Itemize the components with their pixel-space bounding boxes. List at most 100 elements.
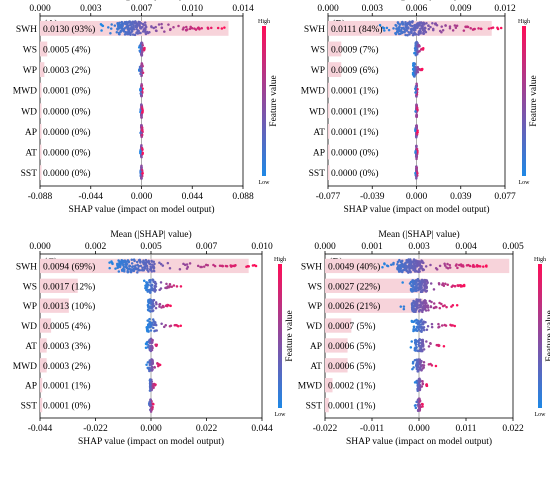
- shap-dot: [381, 266, 384, 269]
- shap-dot: [420, 318, 423, 321]
- shap-dot: [404, 261, 408, 264]
- bottom-tick-label: 0.077: [494, 192, 516, 202]
- shap-dot: [100, 23, 104, 27]
- colorbar-low-label: Low: [275, 412, 287, 418]
- shap-dot: [415, 299, 419, 302]
- shap-dot: [150, 408, 154, 412]
- top-tick-label: 0.000: [29, 242, 51, 252]
- shap-dot: [424, 320, 427, 324]
- shap-dot: [148, 322, 151, 325]
- bottom-tick-label: 0.044: [182, 192, 204, 202]
- panel-d: 0.000 0.001 0.003 0.004 0.005 Mean (|SHAP| va…: [298, 229, 550, 447]
- shap-dot: [161, 304, 165, 308]
- shap-dot: [478, 265, 482, 268]
- top-tick-label: 0.006: [406, 4, 428, 14]
- shap-dot: [148, 402, 152, 406]
- top-tick-label: 0.000: [317, 4, 339, 14]
- shap-dot: [117, 32, 121, 36]
- shap-dot: [150, 388, 153, 392]
- shap-dot: [415, 303, 418, 307]
- shap-dot: [129, 23, 133, 26]
- feature-name: WD: [21, 107, 37, 117]
- shap-dot: [425, 22, 428, 25]
- shap-dot: [414, 28, 417, 32]
- shap-dot: [422, 32, 426, 35]
- shap-dot: [426, 324, 430, 328]
- shap-dot: [148, 382, 152, 385]
- shap-dot: [430, 364, 434, 367]
- feature-name: WS: [308, 282, 322, 292]
- shap-dot: [427, 27, 430, 31]
- bottom-axis-title: SHAP value (impact on model output): [68, 204, 214, 215]
- shap-dot: [134, 22, 137, 25]
- top-tick-label: 0.007: [196, 242, 218, 252]
- shap-dot: [141, 22, 145, 26]
- shap-dot: [125, 262, 129, 266]
- shap-dot: [418, 29, 421, 33]
- shap-dot: [445, 305, 448, 309]
- shap-dot: [418, 377, 421, 381]
- shap-dot: [164, 323, 167, 327]
- shap-dot: [154, 29, 158, 32]
- shap-dot: [420, 347, 423, 350]
- shap-dot: [421, 380, 424, 383]
- shap-dot: [139, 41, 143, 45]
- shap-dot: [145, 328, 149, 332]
- shap-dot: [140, 105, 144, 109]
- shap-dot: [419, 290, 423, 294]
- shap-dot: [138, 20, 142, 24]
- shap-dot: [132, 258, 136, 261]
- value-label: 0.0003 (3%): [43, 341, 91, 352]
- value-label: 0.0001 (0%): [43, 401, 91, 412]
- bottom-tick-label: -0.011: [360, 424, 384, 434]
- colorbar-high-label: High: [274, 257, 286, 263]
- shap-dot: [412, 262, 416, 266]
- shap-dot: [421, 307, 424, 310]
- shap-dot: [453, 324, 457, 328]
- shap-dot: [124, 30, 128, 34]
- shap-dot: [108, 266, 111, 270]
- shap-dot: [418, 368, 422, 371]
- shap-dot: [116, 28, 119, 31]
- value-label: 0.0000 (0%): [43, 168, 91, 179]
- shap-dot: [147, 270, 150, 273]
- shap-dot: [418, 320, 421, 324]
- shap-dot: [123, 270, 126, 273]
- shap-dot: [119, 263, 122, 267]
- shap-dot: [415, 124, 418, 128]
- shap-dot: [139, 72, 142, 76]
- shap-dot: [397, 30, 400, 33]
- shap-dot: [139, 88, 142, 91]
- value-label: 0.0003 (2%): [43, 361, 91, 372]
- shap-dot: [438, 306, 442, 310]
- shap-dot: [139, 69, 142, 72]
- shap-dot: [421, 310, 424, 314]
- shap-dot: [109, 31, 112, 35]
- bottom-axis-title: SHAP value (impact on model output): [343, 204, 489, 215]
- value-label: 0.0000 (0%): [43, 106, 91, 117]
- shap-dot: [113, 24, 117, 27]
- shap-dot: [415, 157, 418, 161]
- value-label: 0.0000 (0%): [43, 127, 91, 138]
- shap-dot: [419, 32, 422, 35]
- feature-name: WS: [23, 45, 37, 55]
- shap-dot: [123, 27, 126, 30]
- shap-dot: [399, 305, 403, 308]
- shap-dot: [130, 270, 133, 273]
- shap-dot: [437, 326, 440, 329]
- shap-dot: [416, 108, 419, 111]
- value-label: 0.0094 (69%): [43, 261, 95, 272]
- shap-dot: [147, 308, 150, 311]
- top-tick-label: 0.004: [455, 242, 477, 252]
- shap-dot: [139, 46, 143, 50]
- shap-dot: [412, 64, 415, 67]
- shap-dot: [212, 263, 215, 267]
- feature-name: SST: [306, 402, 323, 412]
- shap-dot: [462, 29, 466, 32]
- shap-dot: [405, 258, 408, 262]
- value-label: 0.0005 (4%): [43, 321, 91, 332]
- shap-dot: [390, 263, 393, 267]
- shap-dot: [122, 22, 125, 25]
- shap-dot: [411, 28, 415, 31]
